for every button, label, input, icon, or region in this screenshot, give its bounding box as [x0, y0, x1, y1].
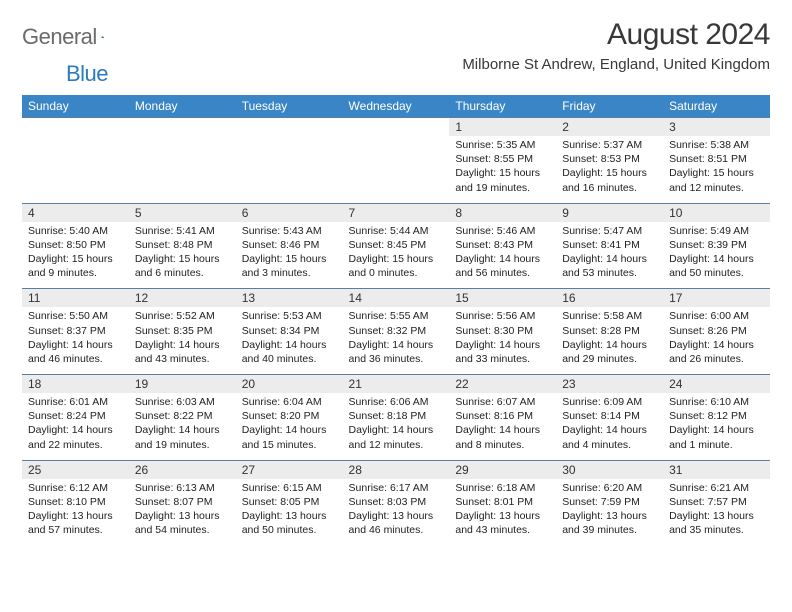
day-number-cell: 21 [343, 375, 450, 394]
day-number-row: 25262728293031 [22, 460, 770, 479]
day-info-cell: Sunrise: 5:49 AMSunset: 8:39 PMDaylight:… [663, 222, 770, 289]
title-block: August 2024 Milborne St Andrew, England,… [462, 18, 770, 73]
day-info-cell: Sunrise: 6:10 AMSunset: 8:12 PMDaylight:… [663, 393, 770, 460]
day-info-cell: Sunrise: 5:40 AMSunset: 8:50 PMDaylight:… [22, 222, 129, 289]
day-number-cell: 22 [449, 375, 556, 394]
day-info-cell: Sunrise: 5:44 AMSunset: 8:45 PMDaylight:… [343, 222, 450, 289]
day-info-row: Sunrise: 5:35 AMSunset: 8:55 PMDaylight:… [22, 136, 770, 203]
day-number-cell: 7 [343, 203, 450, 222]
day-number-cell [129, 118, 236, 137]
day-info-cell: Sunrise: 5:53 AMSunset: 8:34 PMDaylight:… [236, 307, 343, 374]
day-number-row: 11121314151617 [22, 289, 770, 308]
day-info-cell: Sunrise: 6:17 AMSunset: 8:03 PMDaylight:… [343, 479, 450, 546]
day-number-cell: 14 [343, 289, 450, 308]
day-number-cell: 9 [556, 203, 663, 222]
weekday-header: Monday [129, 95, 236, 118]
day-number-cell: 5 [129, 203, 236, 222]
logo-word1: General [22, 24, 97, 50]
day-info-cell: Sunrise: 6:00 AMSunset: 8:26 PMDaylight:… [663, 307, 770, 374]
day-number-cell: 19 [129, 375, 236, 394]
day-number-cell: 1 [449, 118, 556, 137]
logo-word2: Blue [66, 61, 108, 87]
day-info-cell: Sunrise: 6:07 AMSunset: 8:16 PMDaylight:… [449, 393, 556, 460]
day-info-cell: Sunrise: 5:37 AMSunset: 8:53 PMDaylight:… [556, 136, 663, 203]
logo: General [22, 18, 123, 50]
day-info-cell: Sunrise: 5:55 AMSunset: 8:32 PMDaylight:… [343, 307, 450, 374]
day-info-cell: Sunrise: 6:09 AMSunset: 8:14 PMDaylight:… [556, 393, 663, 460]
day-number-cell: 16 [556, 289, 663, 308]
day-info-row: Sunrise: 6:12 AMSunset: 8:10 PMDaylight:… [22, 479, 770, 546]
day-info-cell: Sunrise: 6:21 AMSunset: 7:57 PMDaylight:… [663, 479, 770, 546]
day-info-cell: Sunrise: 5:35 AMSunset: 8:55 PMDaylight:… [449, 136, 556, 203]
day-number-cell: 3 [663, 118, 770, 137]
day-info-cell [343, 136, 450, 203]
location: Milborne St Andrew, England, United King… [462, 56, 770, 73]
day-info-cell [129, 136, 236, 203]
weekday-header: Friday [556, 95, 663, 118]
day-info-cell: Sunrise: 5:41 AMSunset: 8:48 PMDaylight:… [129, 222, 236, 289]
day-info-cell [22, 136, 129, 203]
month-title: August 2024 [462, 18, 770, 52]
day-number-cell [343, 118, 450, 137]
day-info-cell: Sunrise: 5:56 AMSunset: 8:30 PMDaylight:… [449, 307, 556, 374]
day-info-cell: Sunrise: 5:50 AMSunset: 8:37 PMDaylight:… [22, 307, 129, 374]
day-number-cell: 20 [236, 375, 343, 394]
day-info-cell: Sunrise: 6:13 AMSunset: 8:07 PMDaylight:… [129, 479, 236, 546]
day-info-cell: Sunrise: 5:46 AMSunset: 8:43 PMDaylight:… [449, 222, 556, 289]
day-number-row: 123 [22, 118, 770, 137]
day-number-cell: 10 [663, 203, 770, 222]
weekday-header: Wednesday [343, 95, 450, 118]
day-number-cell [22, 118, 129, 137]
day-number-cell: 26 [129, 460, 236, 479]
weekday-header-row: SundayMondayTuesdayWednesdayThursdayFrid… [22, 95, 770, 118]
day-info-cell: Sunrise: 6:06 AMSunset: 8:18 PMDaylight:… [343, 393, 450, 460]
day-number-cell: 23 [556, 375, 663, 394]
day-number-cell: 24 [663, 375, 770, 394]
day-number-cell: 30 [556, 460, 663, 479]
day-number-row: 18192021222324 [22, 375, 770, 394]
weekday-header: Tuesday [236, 95, 343, 118]
day-number-cell: 15 [449, 289, 556, 308]
day-number-cell: 13 [236, 289, 343, 308]
day-number-cell: 4 [22, 203, 129, 222]
day-number-row: 45678910 [22, 203, 770, 222]
day-number-cell: 29 [449, 460, 556, 479]
day-number-cell: 28 [343, 460, 450, 479]
day-info-cell: Sunrise: 5:58 AMSunset: 8:28 PMDaylight:… [556, 307, 663, 374]
day-info-cell: Sunrise: 6:03 AMSunset: 8:22 PMDaylight:… [129, 393, 236, 460]
day-info-cell: Sunrise: 6:04 AMSunset: 8:20 PMDaylight:… [236, 393, 343, 460]
day-number-cell: 25 [22, 460, 129, 479]
day-number-cell: 8 [449, 203, 556, 222]
day-number-cell: 27 [236, 460, 343, 479]
day-number-cell: 6 [236, 203, 343, 222]
day-number-cell: 17 [663, 289, 770, 308]
day-info-cell: Sunrise: 6:01 AMSunset: 8:24 PMDaylight:… [22, 393, 129, 460]
day-info-row: Sunrise: 5:40 AMSunset: 8:50 PMDaylight:… [22, 222, 770, 289]
logo-triangle-icon [101, 29, 104, 45]
weekday-header: Sunday [22, 95, 129, 118]
day-info-cell: Sunrise: 5:47 AMSunset: 8:41 PMDaylight:… [556, 222, 663, 289]
weekday-header: Saturday [663, 95, 770, 118]
calendar-body: 123Sunrise: 5:35 AMSunset: 8:55 PMDaylig… [22, 118, 770, 546]
weekday-header: Thursday [449, 95, 556, 118]
day-info-row: Sunrise: 5:50 AMSunset: 8:37 PMDaylight:… [22, 307, 770, 374]
day-number-cell: 2 [556, 118, 663, 137]
day-info-cell: Sunrise: 6:15 AMSunset: 8:05 PMDaylight:… [236, 479, 343, 546]
day-number-cell [236, 118, 343, 137]
day-number-cell: 18 [22, 375, 129, 394]
day-info-row: Sunrise: 6:01 AMSunset: 8:24 PMDaylight:… [22, 393, 770, 460]
day-number-cell: 11 [22, 289, 129, 308]
day-info-cell: Sunrise: 6:20 AMSunset: 7:59 PMDaylight:… [556, 479, 663, 546]
day-info-cell: Sunrise: 5:43 AMSunset: 8:46 PMDaylight:… [236, 222, 343, 289]
day-info-cell: Sunrise: 5:38 AMSunset: 8:51 PMDaylight:… [663, 136, 770, 203]
day-info-cell [236, 136, 343, 203]
day-info-cell: Sunrise: 6:18 AMSunset: 8:01 PMDaylight:… [449, 479, 556, 546]
calendar-table: SundayMondayTuesdayWednesdayThursdayFrid… [22, 95, 770, 545]
day-number-cell: 12 [129, 289, 236, 308]
day-number-cell: 31 [663, 460, 770, 479]
day-info-cell: Sunrise: 6:12 AMSunset: 8:10 PMDaylight:… [22, 479, 129, 546]
day-info-cell: Sunrise: 5:52 AMSunset: 8:35 PMDaylight:… [129, 307, 236, 374]
